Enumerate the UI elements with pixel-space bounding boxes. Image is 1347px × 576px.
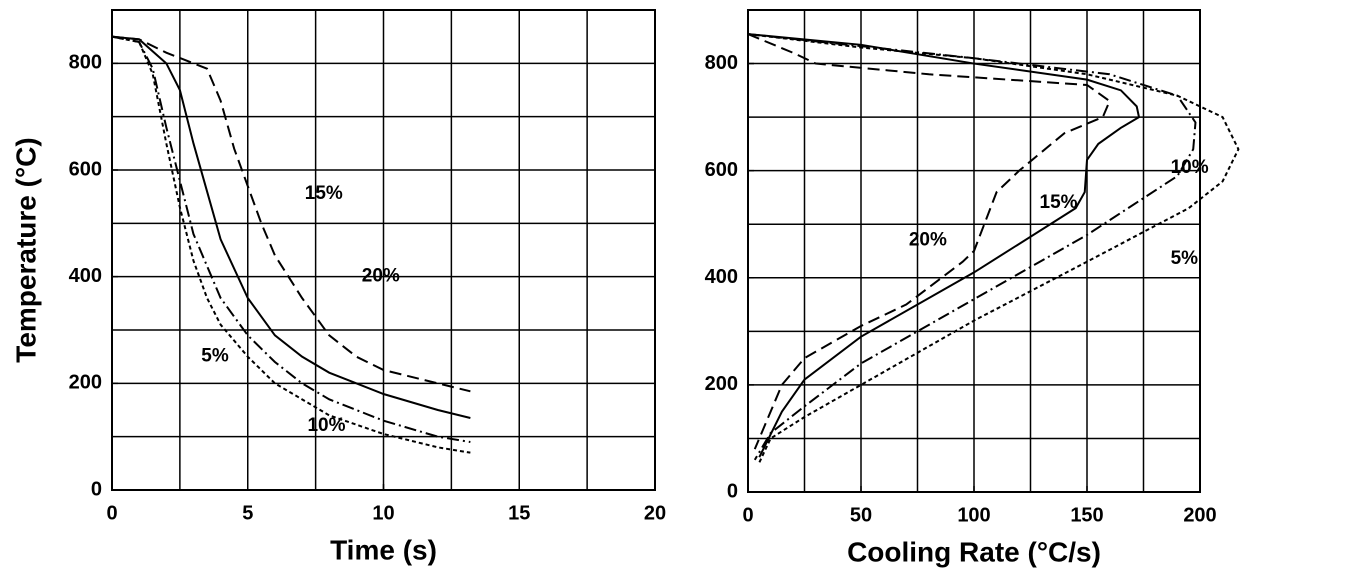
y-tick-label: 600 bbox=[705, 159, 738, 181]
series-label: 15% bbox=[1040, 192, 1078, 213]
y-tick-label: 400 bbox=[69, 265, 102, 287]
line-series bbox=[747, 33, 1197, 461]
series-label: 5% bbox=[201, 346, 229, 367]
line-series bbox=[747, 33, 1111, 450]
y-tick-label: 400 bbox=[705, 266, 738, 288]
x-tick-label: 0 bbox=[742, 504, 753, 526]
series-label: 20% bbox=[909, 229, 947, 250]
series-label: 15% bbox=[305, 183, 343, 204]
line-series bbox=[111, 35, 471, 393]
x-axis-label: Time (s) bbox=[330, 534, 437, 565]
series-label: 10% bbox=[307, 415, 345, 436]
series-label: 20% bbox=[362, 266, 400, 287]
y-tick-label: 0 bbox=[727, 480, 738, 502]
x-axis-label: Cooling Rate (°C/s) bbox=[847, 536, 1101, 567]
series-label: 5% bbox=[1171, 248, 1199, 269]
x-tick-label: 20 bbox=[644, 502, 666, 524]
line-series bbox=[111, 35, 471, 443]
x-tick-label: 100 bbox=[957, 504, 990, 526]
y-tick-label: 600 bbox=[69, 158, 102, 180]
y-tick-label: 200 bbox=[69, 372, 102, 394]
x-tick-label: 10 bbox=[372, 502, 394, 524]
y-axis-label: Temperature (°C) bbox=[10, 137, 41, 362]
y-tick-label: 0 bbox=[91, 478, 102, 500]
line-series bbox=[747, 33, 1141, 458]
series-label: 10% bbox=[1171, 157, 1209, 178]
x-tick-label: 5 bbox=[242, 502, 253, 524]
y-tick-label: 200 bbox=[705, 373, 738, 395]
line-series bbox=[747, 33, 1240, 463]
line-series bbox=[111, 35, 471, 454]
x-tick-label: 150 bbox=[1070, 504, 1103, 526]
x-tick-label: 50 bbox=[850, 504, 872, 526]
x-tick-label: 15 bbox=[508, 502, 530, 524]
y-tick-label: 800 bbox=[705, 52, 738, 74]
x-tick-label: 0 bbox=[106, 502, 117, 524]
y-tick-label: 800 bbox=[69, 52, 102, 74]
x-tick-label: 200 bbox=[1183, 504, 1216, 526]
line-series bbox=[111, 35, 471, 419]
